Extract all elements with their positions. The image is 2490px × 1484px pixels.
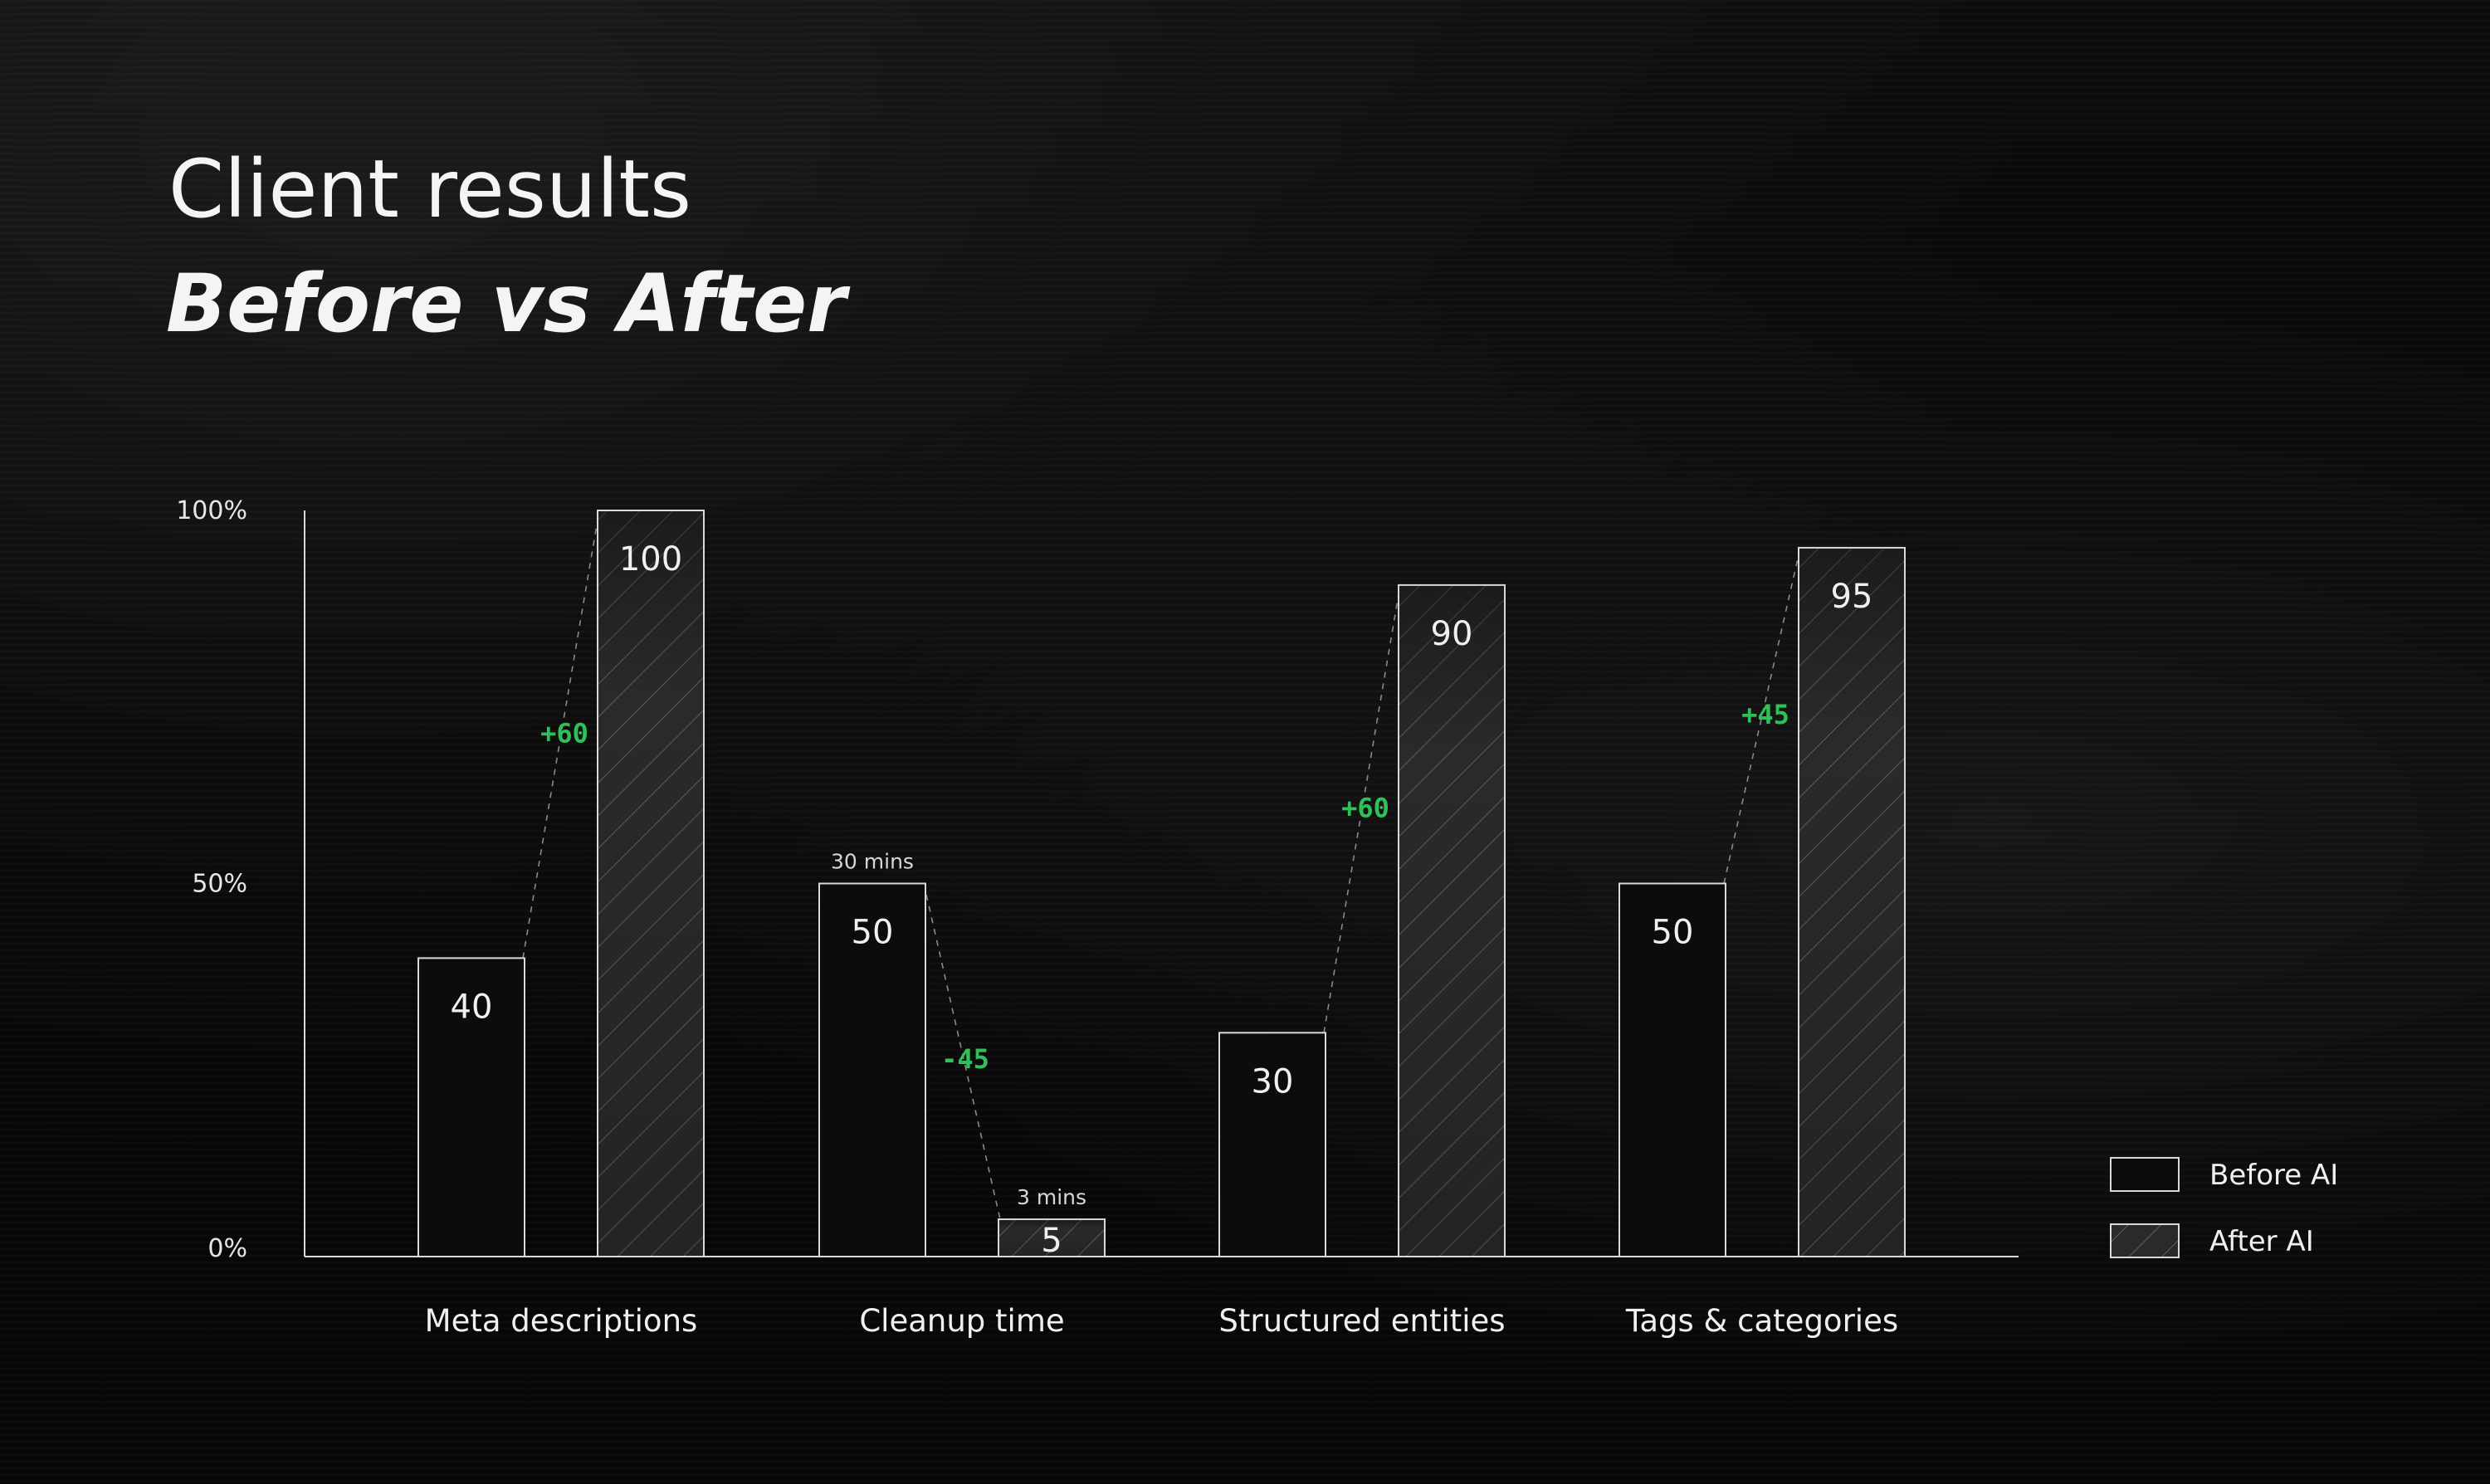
axes [304,510,2019,1257]
delta-label: +45 [1741,699,1789,730]
value-label-after: 100 [619,540,682,578]
bar-before-ai [818,882,926,1257]
legend-label: After AI [2209,1225,2314,1258]
value-label-after: 5 [1041,1222,1062,1260]
bar-after-ai-shade [598,511,703,1256]
page-title: Client results [168,143,692,236]
y-tick-label: 50% [192,870,247,899]
labels: 0% 50% 100% 40 100 +60 Meta descriptions 50 5 -45… [176,496,1898,1339]
page-subtitle: Before vs After [166,257,847,350]
value-label-after: 95 [1831,578,1873,616]
delta-label: -45 [941,1043,989,1075]
legend-swatch [2110,1223,2180,1258]
bar-annotation: 30 mins [831,850,914,874]
bar-before-ai [417,957,525,1258]
legend-label: Before AI [2209,1159,2338,1192]
value-label-before: 50 [1652,914,1694,952]
value-label-before: 50 [852,914,894,952]
delta-label: +60 [1341,793,1389,824]
legend: Before AI After AI [2110,1157,2338,1258]
bar-after-ai-shade [1799,548,1904,1256]
category-label: Tags & categories [1625,1303,1898,1339]
bar-annotation: 3 mins [1017,1185,1086,1209]
bar-after-ai-shade [1399,585,1504,1256]
value-label-after: 90 [1431,615,1473,653]
y-tick-label: 100% [176,496,247,525]
connectors [522,510,1801,1220]
category-label: Cleanup time [859,1303,1064,1339]
value-label-before: 30 [1252,1062,1294,1101]
y-tick-label: 0% [208,1234,247,1263]
legend-swatch [2110,1157,2180,1192]
value-label-before: 40 [451,988,493,1026]
bar-before-ai [1218,1032,1326,1258]
delta-label: +60 [540,718,588,749]
category-label: Structured entities [1218,1303,1505,1339]
category-label: Meta descriptions [425,1303,698,1339]
bar-after-ai-shade [999,1220,1104,1256]
bars [417,510,1906,1258]
bar-before-ai [1618,882,1726,1257]
